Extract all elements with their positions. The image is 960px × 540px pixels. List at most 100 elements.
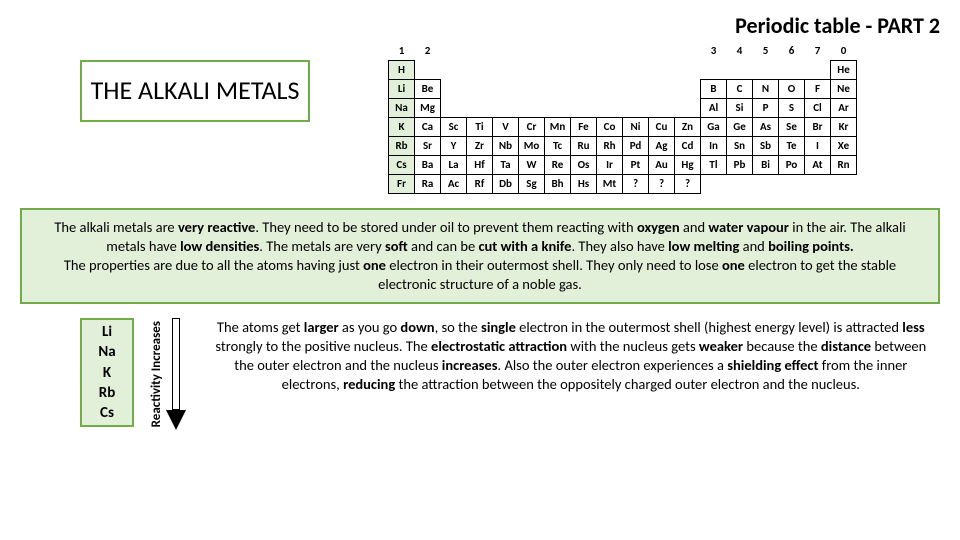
group-number [519,41,545,60]
element-cell: At [805,155,831,174]
group-number [597,41,623,60]
element-cell [519,79,545,98]
group-number [571,41,597,60]
element-cell [597,79,623,98]
element-cell [727,60,753,79]
element-cell [675,60,701,79]
element-cell: Os [571,155,597,174]
element-cell: I [805,136,831,155]
element-cell [805,60,831,79]
text-run: The properties are due to all the atoms … [64,256,363,274]
element-cell [675,79,701,98]
text-run: one [363,256,386,274]
alkali-item: Na [82,342,132,362]
element-cell [753,174,779,193]
alkali-item: Cs [82,403,132,423]
text-run: single [481,318,516,336]
text-run: electron in their outermost shell. They … [386,256,722,274]
text-run: , so the [435,318,481,336]
text-run: . Also the outer electron experiences a [498,356,728,374]
text-run: with the nucleus gets [567,337,699,355]
text-run: soft [385,237,408,255]
element-cell [467,79,493,98]
element-cell: ? [623,174,649,193]
element-cell: Si [727,98,753,117]
element-cell: Pt [623,155,649,174]
page-title: Periodic table - PART 2 [388,12,940,39]
element-cell: W [519,155,545,174]
element-cell: Ra [415,174,441,193]
element-cell: Nb [493,136,519,155]
text-run: water vapour [708,218,789,236]
element-cell [545,60,571,79]
element-cell: Hs [571,174,597,193]
text-run: low melting [668,237,739,255]
alkali-item: Li [82,322,132,342]
element-cell: Xe [831,136,857,155]
element-cell: Pd [623,136,649,155]
element-cell: Mo [519,136,545,155]
text-run: down [400,318,434,336]
group-number: 0 [831,41,857,60]
element-cell: Sc [441,117,467,136]
element-cell: Rh [597,136,623,155]
text-run: weaker [699,337,743,355]
element-cell [623,79,649,98]
element-cell: C [727,79,753,98]
element-cell [467,60,493,79]
text-run: less [902,318,924,336]
element-cell [493,60,519,79]
element-cell: Bi [753,155,779,174]
element-cell: O [779,79,805,98]
group-number: 6 [779,41,805,60]
group-number [493,41,519,60]
element-cell: Ba [415,155,441,174]
group-number [441,41,467,60]
element-cell: He [831,60,857,79]
text-run: oxygen [637,218,680,236]
element-cell: Co [597,117,623,136]
trend-explanation: The atoms get larger as you go down, so … [202,318,940,393]
text-run: cut with a knife [478,237,571,255]
element-cell [571,98,597,117]
group-number [649,41,675,60]
element-cell: Mn [545,117,571,136]
text-run: distance [821,337,871,355]
element-cell: La [441,155,467,174]
element-cell [545,79,571,98]
text-run: The alkali metals are [54,218,178,236]
group-number: 3 [701,41,727,60]
element-cell: Pb [727,155,753,174]
element-cell: Al [701,98,727,117]
element-cell: Ni [623,117,649,136]
group-number: 2 [415,41,441,60]
element-cell: Zn [675,117,701,136]
periodic-table: 12345670HHeLiBeBCNOFNeNaMgAlSiPSClArKCaS… [388,41,857,194]
alkali-item: Rb [82,383,132,403]
text-run: strongly to the positive nucleus. The [215,337,431,355]
main-heading: THE ALKALI METALS [80,60,310,122]
right-column: Periodic table - PART 2 12345670HHeLiBeB… [388,12,940,198]
element-cell: Re [545,155,571,174]
element-cell: Fe [571,117,597,136]
element-cell: Tl [701,155,727,174]
element-cell [649,98,675,117]
element-cell: Ir [597,155,623,174]
element-cell: Po [779,155,805,174]
element-cell [753,60,779,79]
text-run: very reactive [178,218,255,236]
element-cell [493,98,519,117]
element-cell [519,98,545,117]
element-cell: Cs [389,155,415,174]
bottom-row: LiNaKRbCs Reactivity Increases The atoms… [20,318,940,430]
element-cell: Cu [649,117,675,136]
reactivity-label: Reactivity Increases [150,321,164,427]
element-cell: F [805,79,831,98]
element-cell: Be [415,79,441,98]
description-box: The alkali metals are very reactive. The… [20,208,940,305]
element-cell: Db [493,174,519,193]
text-run: . The metals are very [259,237,385,255]
element-cell [597,60,623,79]
group-number: 4 [727,41,753,60]
element-cell: Ru [571,136,597,155]
